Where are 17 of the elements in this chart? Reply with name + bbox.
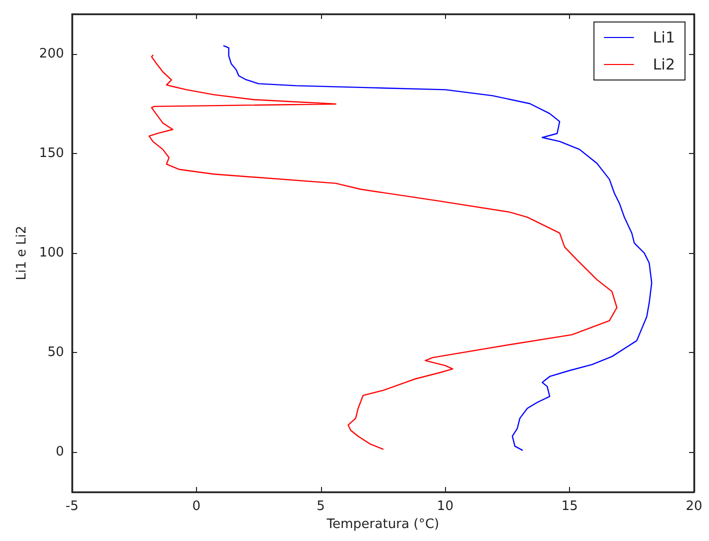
line-series <box>148 54 618 450</box>
line-series <box>223 45 652 451</box>
y-tick-label: 50 <box>47 345 64 360</box>
y-tick-label: 100 <box>39 246 64 260</box>
y-axis-title: Li1 e Li2 <box>14 226 30 280</box>
legend-label: Li2 <box>652 56 676 74</box>
x-tick-label: 20 <box>686 499 702 514</box>
x-tick-label: 15 <box>561 499 578 514</box>
legend-label: Li1 <box>652 28 676 46</box>
x-tick-label: 0 <box>192 499 201 514</box>
x-tick-label: 10 <box>436 499 454 514</box>
y-tick-label: 0 <box>56 444 64 460</box>
y-tick-label: 200 <box>39 46 64 62</box>
x-tick-label: 5 <box>316 499 325 514</box>
y-tick-label: 150 <box>39 146 64 161</box>
x-axis-title: Temperatura (°C) <box>326 516 440 532</box>
x-tick-label: -5 <box>66 499 78 514</box>
